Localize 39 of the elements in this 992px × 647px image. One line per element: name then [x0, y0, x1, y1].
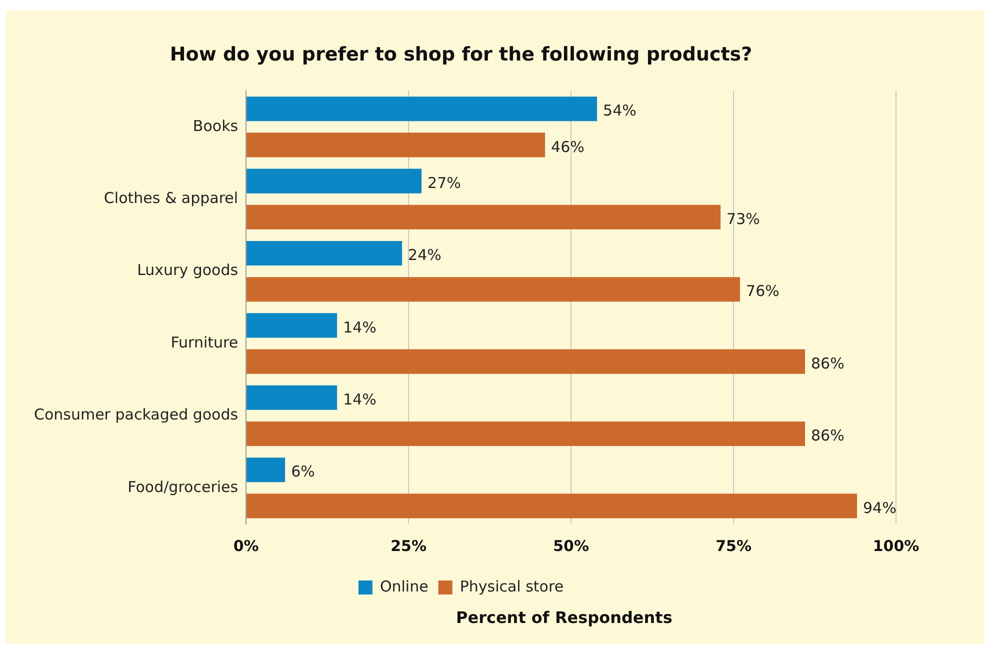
y-tick-label: Furniture — [170, 333, 238, 352]
bar — [246, 349, 806, 374]
legend-label: Physical store — [460, 577, 564, 596]
bar — [246, 313, 338, 338]
data-label: 73% — [726, 210, 760, 228]
data-label: 86% — [811, 354, 844, 372]
bar — [246, 132, 546, 158]
bar — [246, 421, 806, 446]
data-label: 27% — [428, 174, 461, 192]
bar — [246, 277, 740, 302]
bar — [246, 458, 286, 482]
data-label: 14% — [343, 390, 376, 409]
bar — [246, 494, 858, 518]
bar — [246, 168, 422, 194]
data-label: 94% — [863, 498, 896, 517]
y-tick-label: Consumer packaged goods — [34, 406, 238, 424]
legend-label: Online — [380, 577, 428, 596]
data-label: 76% — [746, 282, 780, 300]
data-label: 24% — [408, 246, 442, 264]
x-tick-label: 75% — [716, 536, 752, 555]
x-tick-label: 50% — [553, 536, 589, 555]
bar — [246, 385, 338, 410]
y-tick-label: Food/groceries — [128, 478, 238, 496]
y-tick-label: Books — [192, 116, 238, 135]
chart-title: How do you prefer to shop for the following products? — [170, 43, 752, 66]
data-label: 14% — [343, 318, 376, 336]
x-axis-title: Percent of Respondents — [456, 608, 672, 627]
x-tick-label: 25% — [390, 536, 427, 555]
bar — [246, 204, 721, 230]
data-label: 46% — [551, 138, 584, 156]
y-tick-label: Clothes & apparel — [104, 188, 238, 207]
bar — [246, 240, 402, 266]
data-label: 86% — [811, 426, 844, 445]
bar — [246, 96, 598, 122]
x-tick-label: 0% — [233, 536, 259, 555]
x-tick-label: 100% — [872, 536, 920, 555]
y-tick-label: Luxury goods — [137, 261, 238, 280]
data-label: 54% — [603, 102, 636, 120]
data-label: 6% — [291, 462, 315, 481]
